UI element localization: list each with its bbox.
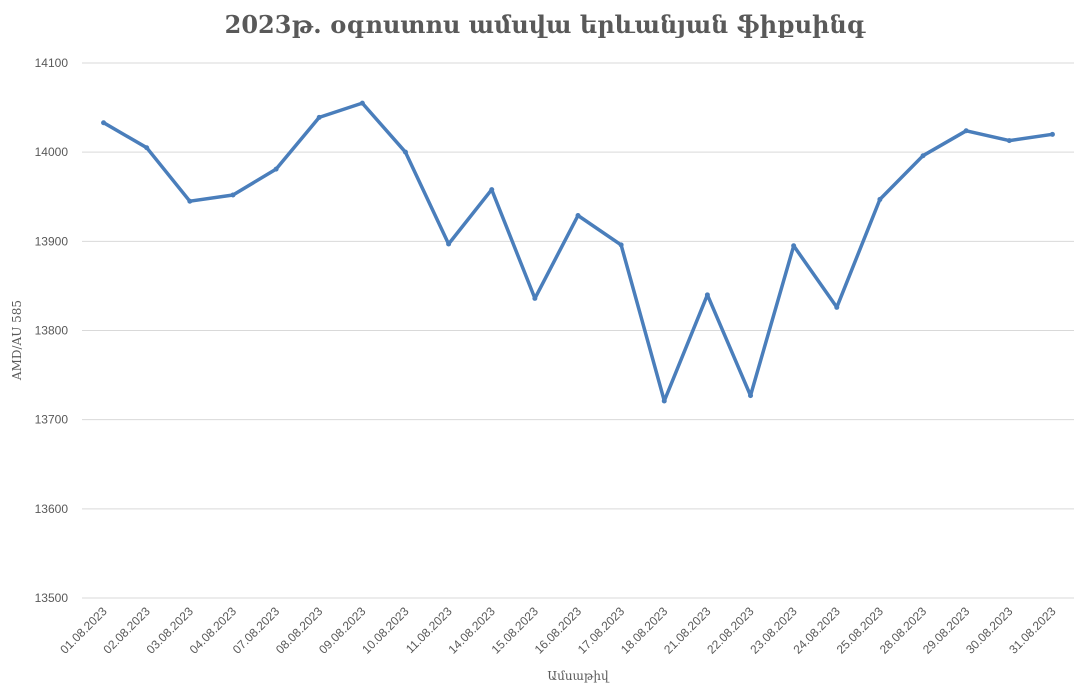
data-point xyxy=(359,100,365,106)
data-point xyxy=(877,196,883,202)
data-point xyxy=(273,166,279,172)
data-point xyxy=(1049,131,1055,137)
chart-title: 2023թ. օգոստոս ամսվա երևանյան ֆիքսինգ xyxy=(224,10,866,39)
y-tick-label: 13700 xyxy=(35,413,69,427)
y-tick-label: 14100 xyxy=(35,56,69,70)
data-point xyxy=(230,192,236,198)
y-axis-label: AMD/AU 585 xyxy=(10,300,24,381)
data-point xyxy=(101,120,107,126)
data-point xyxy=(575,212,581,218)
data-point xyxy=(748,393,754,399)
data-point xyxy=(618,242,624,248)
data-point xyxy=(791,243,797,249)
data-point xyxy=(532,295,538,301)
data-point xyxy=(920,153,926,159)
y-tick-label: 13800 xyxy=(35,324,69,338)
series-line xyxy=(101,101,1055,403)
y-tick-label: 13600 xyxy=(35,502,69,516)
y-tick-labels: 13500 13600 13700 13800 13900 14000 14100 xyxy=(35,56,69,605)
x-axis-label: Ամսաթիվ xyxy=(547,669,610,683)
grid-layer xyxy=(82,62,1074,599)
x-tick-label: 31.08.2023 xyxy=(1006,604,1059,657)
data-point xyxy=(402,149,408,155)
y-tick-label: 14000 xyxy=(35,145,69,159)
data-point xyxy=(187,198,193,204)
data-point xyxy=(316,114,322,120)
data-point xyxy=(704,292,710,298)
data-point xyxy=(144,145,150,151)
data-point xyxy=(1006,138,1012,144)
data-point xyxy=(661,398,667,404)
data-point xyxy=(963,128,969,134)
series-layer xyxy=(101,100,1055,404)
data-point xyxy=(446,241,452,247)
x-tick-labels: 01.08.202302.08.202303.08.202304.08.2023… xyxy=(57,604,1058,657)
y-tick-label: 13500 xyxy=(35,591,69,605)
data-point xyxy=(834,304,840,310)
data-point xyxy=(489,187,495,193)
x-tick-label: 10.08.2023 xyxy=(359,604,412,657)
y-tick-label: 13900 xyxy=(35,234,69,248)
